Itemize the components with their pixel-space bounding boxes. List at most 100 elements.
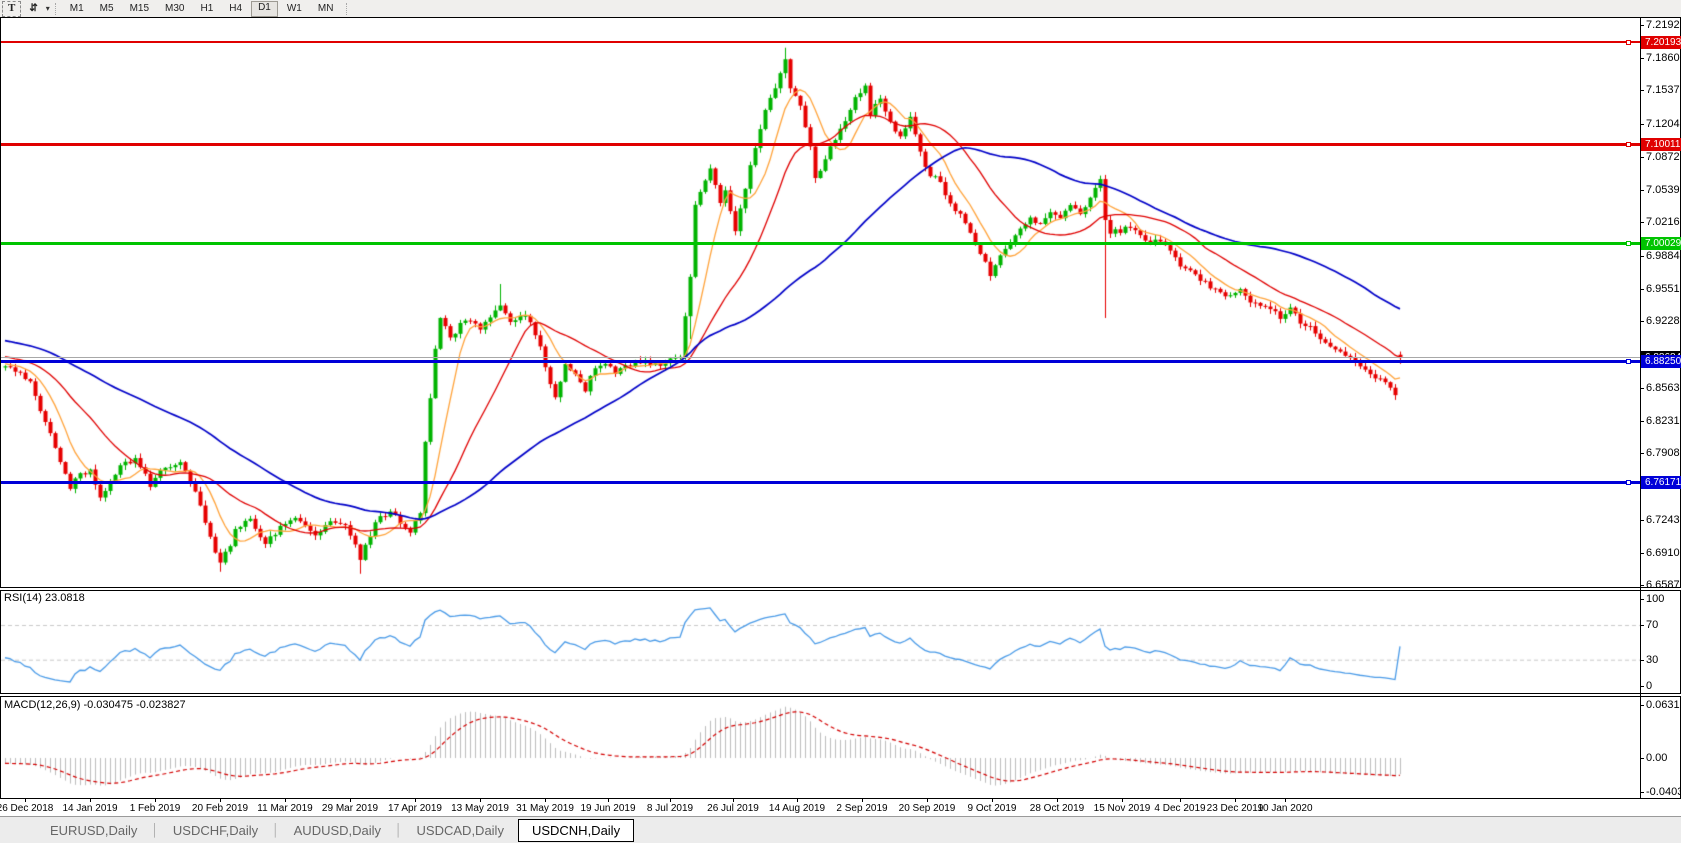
date-tick — [480, 799, 481, 802]
date-axis-label: 1 Feb 2019 — [129, 803, 181, 814]
date-axis-label: 2 Sep 2019 — [836, 803, 888, 814]
price-tag-7.10011[interactable]: 7.10011 — [1641, 138, 1681, 151]
chart-tab-eurusd[interactable]: EURUSD,Daily — [50, 822, 138, 838]
horizontal-line-6.76171[interactable] — [1, 481, 1640, 484]
line-handle-6.76171[interactable] — [1626, 480, 1631, 485]
date-axis-label: 20 Sep 2019 — [898, 803, 956, 814]
date-tick — [862, 799, 863, 802]
price-tag-7.00029[interactable]: 7.00029 — [1641, 237, 1681, 250]
date-axis-label: 13 May 2019 — [451, 803, 509, 814]
date-axis-label: 19 Jun 2019 — [580, 803, 636, 814]
date-tick — [670, 799, 671, 802]
date-tick — [1285, 799, 1286, 802]
timeframe-button-d1[interactable]: D1 — [251, 0, 278, 17]
price-axis-label-tick — [1640, 289, 1644, 290]
chart-window-border-left — [0, 17, 1, 816]
rsi-axis-label-tick — [1640, 660, 1644, 661]
rsi-axis-label: 30 — [1646, 654, 1659, 666]
line-handle-7.10011[interactable] — [1626, 142, 1631, 147]
price-axis-label: 6.65875 — [1646, 579, 1681, 591]
price-scale-axis-line — [1640, 18, 1641, 816]
price-axis-label: 7.02165 — [1646, 216, 1681, 228]
date-tick — [927, 799, 928, 802]
date-axis-label: 17 Apr 2019 — [388, 803, 442, 814]
price-axis-label: 7.05395 — [1646, 184, 1681, 196]
price-axis-label: 7.18600 — [1646, 52, 1681, 64]
date-tick — [1122, 799, 1123, 802]
cursor-tool-icon[interactable]: ⇵ — [29, 2, 38, 14]
date-axis-label: 15 Nov 2019 — [1093, 803, 1151, 814]
horizontal-line-6.88250[interactable] — [1, 360, 1640, 363]
price-axis-label: 7.08720 — [1646, 151, 1681, 163]
price-axis-label-tick — [1640, 190, 1644, 191]
price-axis-label: 7.15370 — [1646, 84, 1681, 96]
date-tick — [220, 799, 221, 802]
timeframe-button-h4[interactable]: H4 — [229, 2, 243, 14]
price-axis-label: 6.79080 — [1646, 447, 1681, 459]
timeframe-button-m5[interactable]: M5 — [99, 2, 114, 14]
horizontal-line-7.20193[interactable] — [1, 41, 1640, 43]
date-axis-label: 10 Jan 2020 — [1257, 803, 1313, 814]
toolbar-separator — [54, 2, 57, 15]
price-tag-6.88250[interactable]: 6.88250 — [1641, 355, 1681, 368]
price-axis-label: 7.12045 — [1646, 118, 1681, 130]
price-axis-label-tick — [1640, 222, 1644, 223]
chevron-down-icon[interactable]: ▾ — [45, 4, 50, 13]
date-tick — [1180, 799, 1181, 802]
line-handle-6.88250[interactable] — [1626, 359, 1631, 364]
date-axis-label: 4 Dec 2019 — [1154, 803, 1206, 814]
date-tick — [155, 799, 156, 802]
timeframe-button-h1[interactable]: H1 — [200, 2, 214, 14]
date-axis-label: 23 Dec 2019 — [1206, 803, 1264, 814]
chart-tab-audusd[interactable]: AUDUSD,Daily — [293, 822, 382, 838]
date-tick — [608, 799, 609, 802]
horizontal-line-7.00029[interactable] — [1, 242, 1640, 245]
tab-separator: │ — [151, 823, 159, 837]
chart-tab-usdchf[interactable]: USDCHF,Daily — [172, 822, 259, 838]
price-axis-label: 6.95515 — [1646, 283, 1681, 295]
timeframe-button-mn[interactable]: MN — [317, 2, 334, 14]
chart-toolbar: T ⇵ ▾ M1 M5 M15 M30 H1 H4 D1 W1 MN — [0, 0, 1681, 18]
price-tag-6.76171[interactable]: 6.76171 — [1641, 476, 1681, 489]
date-tick — [1235, 799, 1236, 802]
price-axis-label: 6.92285 — [1646, 315, 1681, 327]
time-scale[interactable]: 26 Dec 2018 14 Jan 2019 1 Feb 2019 20 Feb 2… — [0, 798, 1681, 817]
horizontal-line-7.10011[interactable] — [1, 143, 1640, 146]
date-axis-label: 26 Jul 2019 — [707, 803, 759, 814]
tab-separator: │ — [395, 823, 403, 837]
date-tick — [90, 799, 91, 802]
line-handle-7.00029[interactable] — [1626, 241, 1631, 246]
price-axis-label-tick — [1640, 25, 1644, 26]
date-axis-label: 26 Dec 2018 — [0, 803, 54, 814]
macd-axis-label: -0.040355 — [1646, 786, 1681, 798]
price-chart-canvas[interactable] — [1, 18, 1640, 798]
panel-separator-main-rsi[interactable] — [0, 587, 1681, 591]
price-axis-label-tick — [1640, 520, 1644, 521]
price-axis-label-tick — [1640, 421, 1644, 422]
date-tick — [1057, 799, 1058, 802]
rsi-axis-label: 100 — [1646, 593, 1665, 605]
timeframe-button-m15[interactable]: M15 — [129, 2, 150, 14]
date-axis-label: 14 Aug 2019 — [768, 803, 826, 814]
price-axis-label-tick — [1640, 553, 1644, 554]
rsi-axis-label-tick — [1640, 686, 1644, 687]
chart-tab-usdcad[interactable]: USDCAD,Daily — [416, 822, 504, 838]
macd-indicator-label: MACD(12,26,9) -0.030475 -0.023827 — [4, 699, 186, 711]
rsi-axis-label-tick — [1640, 599, 1644, 600]
chart-tab-usdcnh[interactable]: USDCNH,Daily — [517, 818, 635, 842]
price-axis-label: 6.69105 — [1646, 547, 1681, 559]
timeframe-button-m1[interactable]: M1 — [69, 2, 84, 14]
macd-axis-label-tick — [1640, 792, 1644, 793]
date-axis-label: 31 May 2019 — [516, 803, 574, 814]
price-tag-7.20193[interactable]: 7.20193 — [1641, 36, 1681, 49]
price-axis-label-tick — [1640, 256, 1644, 257]
price-axis-label: 7.21925 — [1646, 19, 1681, 31]
price-axis-label: 6.82310 — [1646, 415, 1681, 427]
line-handle-7.20193[interactable] — [1626, 40, 1631, 45]
panel-separator-rsi-macd[interactable] — [0, 693, 1681, 697]
timeframe-button-m30[interactable]: M30 — [165, 2, 185, 14]
price-axis-label: 6.85635 — [1646, 382, 1681, 394]
text-label-tool-button[interactable]: T — [2, 0, 22, 17]
timeframe-button-w1[interactable]: W1 — [286, 2, 302, 14]
rsi-indicator-label: RSI(14) 23.0818 — [4, 592, 85, 604]
